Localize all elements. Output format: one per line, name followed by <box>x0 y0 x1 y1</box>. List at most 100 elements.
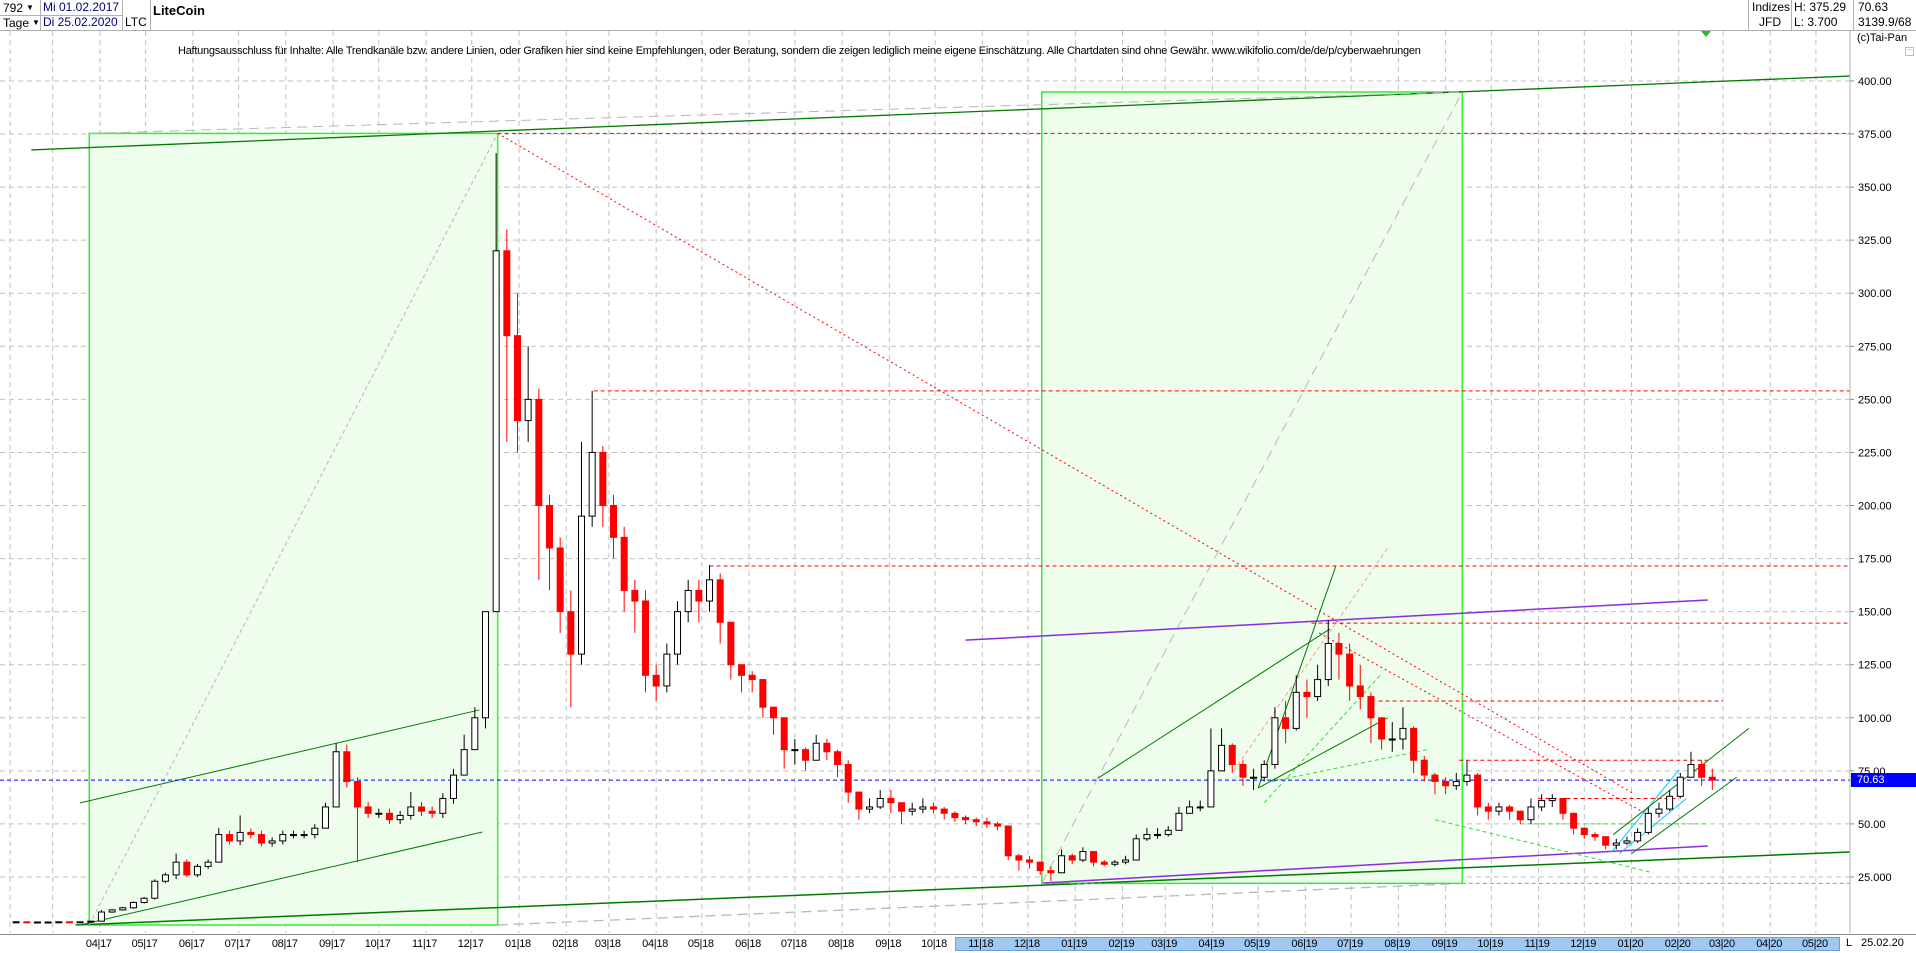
candle-up <box>1186 800 1194 814</box>
candle-body <box>44 921 52 924</box>
last-date: 25.02.20 <box>1861 937 1904 949</box>
candle-down <box>1228 743 1236 773</box>
candle-body <box>172 861 180 876</box>
x-axis-scroll-highlight[interactable] <box>955 937 1840 951</box>
candle-body <box>257 834 265 844</box>
trend-line <box>1257 717 1388 789</box>
candle-body <box>1143 834 1151 840</box>
candle-body <box>524 398 532 422</box>
y-tick-label: 50.00 <box>1858 819 1886 831</box>
candle-up <box>439 793 447 818</box>
candle-down <box>695 579 703 623</box>
candle-down <box>417 802 425 816</box>
trend-line <box>89 91 1463 134</box>
candle-down <box>738 664 746 693</box>
candle-body <box>1079 851 1087 861</box>
candle-up <box>396 810 404 825</box>
trend-line <box>1611 769 1680 853</box>
candle-body <box>962 817 970 821</box>
candle-body <box>1527 806 1535 821</box>
triangle-marker-icon[interactable] <box>1701 31 1711 37</box>
candle-body <box>353 780 361 808</box>
l-button[interactable]: L <box>1846 937 1853 949</box>
y-tick-label: 200.00 <box>1858 501 1892 513</box>
period-dropdown[interactable]: Tage ▼ <box>3 15 40 31</box>
start-date[interactable]: Mi 01.02.2017 <box>43 0 120 14</box>
candle-body <box>1015 855 1023 861</box>
candle-body <box>834 751 842 765</box>
candle-body <box>1516 810 1524 821</box>
x-tick-label: 11|17 <box>412 938 438 950</box>
candle-body <box>119 907 127 911</box>
chart-header: 792 ▼ Tage ▼ Mi 01.02.2017 Di 25.02.2020 L… <box>0 0 1916 31</box>
candle-up <box>1058 849 1066 874</box>
candle-body <box>1559 797 1567 814</box>
candle-down <box>1559 797 1567 820</box>
candle-body <box>823 742 831 753</box>
candle-down <box>385 808 393 825</box>
candle-body <box>1100 861 1108 865</box>
candle-up <box>674 601 682 665</box>
candle-body <box>1410 727 1418 761</box>
candle-body <box>1271 717 1279 765</box>
candle-body <box>748 674 756 681</box>
x-tick-label: 04|20 <box>1756 938 1783 950</box>
candle-body <box>1442 780 1450 787</box>
x-tick-label: 12|18 <box>1014 938 1040 950</box>
candle-up <box>268 837 276 847</box>
header-divider <box>122 0 123 30</box>
candle-body <box>535 398 543 507</box>
candle-body <box>994 823 1002 827</box>
x-tick-label: 07|17 <box>224 938 251 950</box>
trend-line <box>31 75 1850 151</box>
candle-body <box>1047 870 1055 874</box>
candle-up <box>471 707 479 751</box>
end-date[interactable]: Di 25.02.2020 <box>43 15 118 29</box>
candle-body <box>1122 859 1130 863</box>
candle-up <box>1132 834 1140 861</box>
chevron-down-icon: ▼ <box>26 3 34 12</box>
candle-body <box>279 834 287 842</box>
minimize-icon[interactable]: − <box>1905 47 1914 56</box>
candle-body <box>300 834 308 837</box>
candle-down <box>535 388 543 580</box>
candle-up <box>876 789 884 810</box>
candle-body <box>1634 831 1642 842</box>
candle-body <box>684 589 692 613</box>
candle-down <box>983 817 991 829</box>
candle-body <box>33 921 41 924</box>
x-axis[interactable]: 04|17 05|17 06|17 07|17 08|17 09|17 10|17 11|17… <box>0 934 1916 953</box>
x-tick-label: 08|18 <box>828 938 854 950</box>
candle-body <box>674 611 682 655</box>
candle-up <box>108 909 116 913</box>
candle-body <box>1207 770 1215 808</box>
candle-body <box>1538 800 1546 808</box>
candle-down <box>610 494 618 559</box>
candle-up <box>311 824 319 839</box>
candle-body <box>343 751 351 782</box>
candle-body <box>866 806 874 810</box>
candle-up <box>1463 760 1471 786</box>
candle-body <box>1292 691 1300 729</box>
candle-down <box>972 817 980 827</box>
bars-count-dropdown[interactable]: 792 ▼ <box>3 0 34 16</box>
candle-body <box>385 812 393 821</box>
low-value: L: 3.700 <box>1794 15 1838 29</box>
candle-down <box>844 760 852 803</box>
candle-body <box>1644 812 1652 833</box>
x-tick-label: 02|19 <box>1108 938 1135 950</box>
candle-body <box>396 814 404 821</box>
candle-up <box>97 909 105 922</box>
candle-down <box>631 579 639 633</box>
candle-body <box>449 774 457 799</box>
candle-up <box>578 441 585 665</box>
candle-up <box>1218 728 1226 772</box>
x-tick-label: 01|20 <box>1617 938 1644 950</box>
candle-up <box>1079 847 1087 863</box>
candle-up <box>866 798 874 814</box>
candle-down <box>652 664 660 701</box>
candle-up <box>1111 860 1119 867</box>
candle-down <box>1068 853 1076 865</box>
candle-body <box>780 717 788 751</box>
